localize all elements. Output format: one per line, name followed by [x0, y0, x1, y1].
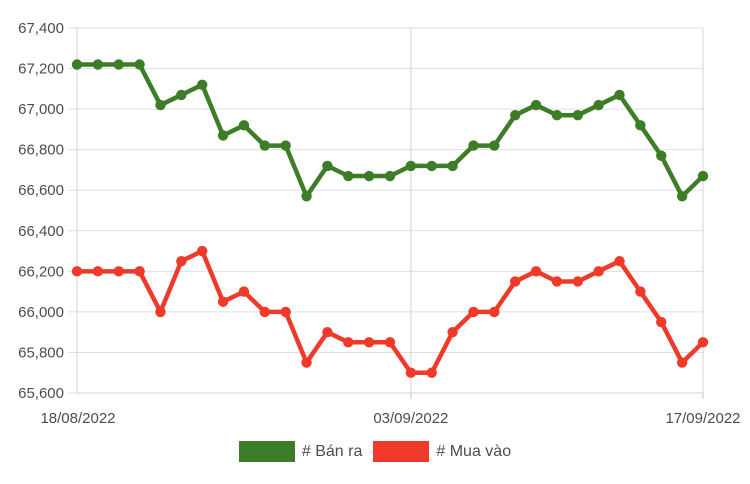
legend-label-ban-ra: # Bán ra — [301, 442, 363, 460]
legend-swatch-ban-ra — [238, 440, 295, 462]
legend-item-mua-vao[interactable]: # Mua vào — [373, 440, 512, 462]
data-point — [426, 160, 437, 172]
data-point — [656, 316, 667, 328]
data-point — [343, 170, 354, 182]
data-point — [447, 326, 458, 338]
data-point — [489, 140, 500, 151]
y-tick-label: 66,400 — [18, 223, 64, 240]
data-point — [656, 150, 667, 161]
data-point — [551, 109, 563, 121]
data-point — [572, 109, 583, 121]
data-point — [197, 245, 208, 257]
chart-svg: 67,400 67,200 67,000 66,800 66,600 66,400 66,2… — [18, 20, 740, 427]
data-point — [155, 99, 166, 111]
data-point — [676, 357, 688, 368]
data-point — [510, 276, 521, 287]
data-point — [593, 266, 604, 277]
data-point — [322, 326, 333, 338]
data-point — [259, 306, 270, 318]
x-tick-label: 18/08/2022 — [40, 410, 115, 427]
data-point — [134, 266, 145, 277]
legend-label-mua-vao: # Mua vào — [436, 442, 512, 460]
data-point — [259, 140, 270, 151]
data-point — [530, 266, 542, 277]
data-point — [468, 306, 479, 318]
data-point — [384, 337, 396, 348]
data-point — [176, 89, 187, 101]
data-point — [530, 99, 542, 111]
data-point — [384, 170, 396, 182]
data-point — [551, 276, 563, 287]
data-point — [343, 337, 354, 348]
data-point — [489, 306, 500, 318]
y-tick-label: 67,000 — [18, 101, 64, 118]
data-point — [176, 255, 187, 267]
data-point — [217, 296, 229, 307]
y-tick-label: 67,200 — [18, 61, 64, 78]
data-point — [113, 59, 124, 70]
data-point — [405, 160, 417, 172]
data-point — [155, 306, 166, 318]
data-point — [405, 367, 417, 378]
data-point — [197, 79, 208, 90]
y-tick-label: 66,000 — [18, 304, 64, 321]
y-tick-label: 65,600 — [18, 385, 64, 402]
data-point — [510, 109, 521, 121]
data-point — [614, 255, 625, 267]
data-point — [71, 59, 83, 70]
data-point — [217, 130, 229, 141]
data-point — [280, 140, 291, 151]
chart-legend: # Bán ra # Mua vào — [0, 440, 750, 462]
data-point — [635, 286, 646, 297]
data-point — [697, 337, 709, 348]
data-point — [676, 191, 688, 202]
data-point — [238, 286, 250, 297]
y-tick-label: 66,200 — [18, 263, 64, 280]
data-point — [301, 357, 312, 368]
data-point — [280, 306, 291, 318]
data-point — [614, 89, 625, 101]
data-point — [92, 59, 104, 70]
data-point — [92, 266, 104, 277]
data-point — [134, 59, 145, 70]
y-tick-label: 66,600 — [18, 182, 64, 199]
data-point — [468, 140, 479, 151]
data-point — [447, 160, 458, 172]
data-point — [363, 337, 375, 348]
legend-item-ban-ra[interactable]: # Bán ra — [238, 440, 363, 462]
data-point — [593, 99, 604, 111]
data-point — [572, 276, 583, 287]
data-point — [322, 160, 333, 172]
x-tick-label: 17/09/2022 — [665, 410, 740, 427]
y-tick-label: 67,400 — [18, 20, 64, 37]
data-point — [238, 120, 250, 131]
data-point — [426, 367, 437, 378]
data-point — [363, 170, 375, 182]
data-point — [697, 170, 709, 182]
legend-swatch-mua-vao — [373, 440, 430, 462]
data-point — [113, 266, 124, 277]
data-point — [301, 191, 312, 202]
y-tick-label: 65,800 — [18, 344, 64, 361]
data-point — [635, 120, 646, 131]
data-point — [71, 266, 83, 277]
y-tick-label: 66,800 — [18, 142, 64, 159]
x-tick-label: 03/09/2022 — [373, 410, 448, 427]
